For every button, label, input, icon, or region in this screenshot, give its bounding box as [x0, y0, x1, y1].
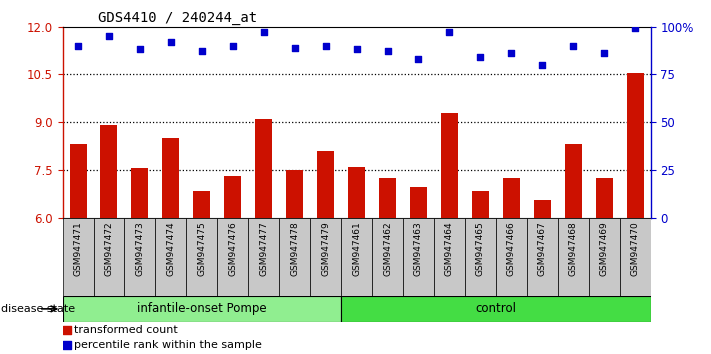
- Bar: [248, 218, 279, 296]
- Text: GSM947469: GSM947469: [599, 222, 609, 276]
- Text: transformed count: transformed count: [75, 325, 178, 335]
- Point: [320, 43, 331, 48]
- Bar: [527, 218, 557, 296]
- Point: [258, 29, 269, 35]
- Text: GSM947473: GSM947473: [135, 222, 144, 276]
- Point: [134, 47, 146, 52]
- Bar: [410, 188, 427, 218]
- Text: GSM947470: GSM947470: [631, 222, 640, 276]
- Text: GSM947467: GSM947467: [538, 222, 547, 276]
- Point: [629, 25, 641, 31]
- Text: GSM947466: GSM947466: [507, 222, 515, 276]
- Point: [599, 51, 610, 56]
- Text: GSM947463: GSM947463: [414, 222, 423, 276]
- Text: GSM947478: GSM947478: [290, 222, 299, 276]
- Text: GSM947465: GSM947465: [476, 222, 485, 276]
- Point: [537, 62, 548, 68]
- Text: disease state: disease state: [1, 304, 75, 314]
- Bar: [255, 119, 272, 218]
- Bar: [218, 218, 248, 296]
- Bar: [472, 190, 489, 218]
- Point: [382, 48, 393, 54]
- Text: GSM947461: GSM947461: [352, 222, 361, 276]
- Bar: [434, 218, 465, 296]
- Bar: [403, 218, 434, 296]
- Bar: [162, 138, 179, 218]
- Point: [289, 45, 300, 50]
- Bar: [310, 218, 341, 296]
- Bar: [63, 218, 94, 296]
- Bar: [186, 218, 218, 296]
- Bar: [100, 125, 117, 218]
- Bar: [279, 218, 310, 296]
- Point: [351, 47, 363, 52]
- Point: [165, 39, 176, 45]
- Point: [244, 148, 255, 154]
- Bar: [496, 218, 527, 296]
- Point: [103, 33, 114, 39]
- Text: GSM947464: GSM947464: [445, 222, 454, 276]
- Bar: [465, 218, 496, 296]
- Point: [444, 29, 455, 35]
- Point: [244, 287, 255, 293]
- Bar: [565, 144, 582, 218]
- Bar: [70, 144, 87, 218]
- Bar: [124, 218, 156, 296]
- Bar: [626, 73, 643, 218]
- Text: GSM947468: GSM947468: [569, 222, 578, 276]
- Bar: [286, 170, 303, 218]
- Text: GSM947476: GSM947476: [228, 222, 237, 276]
- Point: [73, 43, 84, 48]
- Bar: [156, 218, 186, 296]
- Text: control: control: [476, 302, 516, 315]
- Bar: [503, 178, 520, 218]
- Bar: [596, 178, 613, 218]
- Bar: [224, 176, 241, 218]
- Point: [567, 43, 579, 48]
- Point: [227, 43, 238, 48]
- Bar: [63, 296, 341, 322]
- Bar: [534, 200, 551, 218]
- Bar: [441, 113, 458, 218]
- Bar: [589, 218, 619, 296]
- Text: GSM947462: GSM947462: [383, 222, 392, 276]
- Text: GSM947477: GSM947477: [260, 222, 268, 276]
- Bar: [193, 190, 210, 218]
- Text: GSM947471: GSM947471: [73, 222, 82, 276]
- Point: [413, 56, 424, 62]
- Bar: [317, 151, 334, 218]
- Text: GSM947474: GSM947474: [166, 222, 176, 276]
- Point: [475, 54, 486, 60]
- Text: infantile-onset Pompe: infantile-onset Pompe: [137, 302, 267, 315]
- Text: GDS4410 / 240244_at: GDS4410 / 240244_at: [98, 11, 257, 25]
- Bar: [132, 169, 149, 218]
- Point: [506, 51, 517, 56]
- Text: GSM947479: GSM947479: [321, 222, 330, 276]
- Bar: [341, 296, 651, 322]
- Point: [196, 48, 208, 54]
- Text: GSM947475: GSM947475: [198, 222, 206, 276]
- Bar: [372, 218, 403, 296]
- Bar: [379, 178, 396, 218]
- Bar: [341, 218, 372, 296]
- Bar: [94, 218, 124, 296]
- Bar: [557, 218, 589, 296]
- Bar: [348, 167, 365, 218]
- Text: percentile rank within the sample: percentile rank within the sample: [75, 340, 262, 350]
- Bar: [619, 218, 651, 296]
- Text: GSM947472: GSM947472: [105, 222, 114, 276]
